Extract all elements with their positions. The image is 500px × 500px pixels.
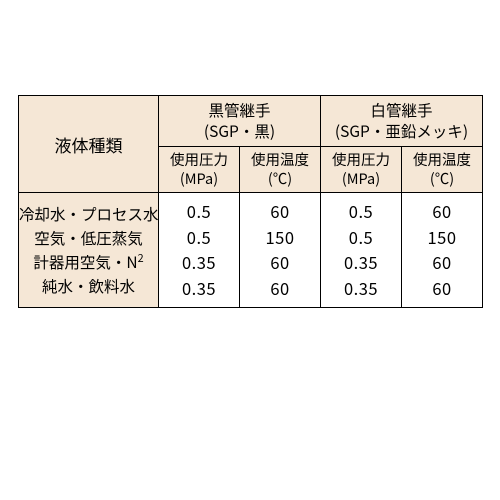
black-pressure-cell: 0.50.50.350.35	[159, 193, 240, 308]
black-pressure-header: 使用圧力(MPa)	[159, 147, 240, 193]
spec-table: 液体種類黒管継手(SGP・黒)白管継手(SGP・亜鉛メッキ)使用圧力(MPa)使…	[18, 95, 483, 308]
black-fitting-header: 黒管継手(SGP・黒)	[159, 96, 321, 147]
data-row: 冷却水・プロセス水空気・低圧蒸気計器用空気・N2純水・飲料水0.50.50.35…	[19, 193, 483, 308]
fluid-names-cell: 冷却水・プロセス水空気・低圧蒸気計器用空気・N2純水・飲料水	[19, 193, 159, 308]
white-temp-r0: 60	[402, 199, 482, 225]
white-temp-header: 使用温度(℃)	[402, 147, 483, 193]
black-temp-r2: 60	[240, 250, 320, 276]
fluid-type-header: 液体種類	[19, 96, 159, 193]
white-temp-r1: 150	[402, 225, 482, 251]
white-pressure-r3: 0.35	[321, 276, 401, 302]
fluid-row2: 計器用空気・N2	[19, 250, 158, 274]
white-pressure-cell: 0.50.50.350.35	[321, 193, 402, 308]
white-pressure-r1: 0.5	[321, 225, 401, 251]
black-pressure-r3: 0.35	[159, 276, 239, 302]
black-temp-cell: 601506060	[240, 193, 321, 308]
white-pressure-header: 使用圧力(MPa)	[321, 147, 402, 193]
white-fitting-header: 白管継手(SGP・亜鉛メッキ)	[321, 96, 483, 147]
white-temp-r2: 60	[402, 250, 482, 276]
fluid-row1: 空気・低圧蒸気	[19, 226, 158, 250]
black-pressure-r0: 0.5	[159, 199, 239, 225]
white-pressure-r0: 0.5	[321, 199, 401, 225]
black-temp-r1: 150	[240, 225, 320, 251]
fluid-row3: 純水・飲料水	[19, 274, 158, 298]
black-temp-r3: 60	[240, 276, 320, 302]
superscript-2: 2	[138, 250, 144, 266]
white-temp-r3: 60	[402, 276, 482, 302]
black-pressure-r1: 0.5	[159, 225, 239, 251]
white-temp-cell: 601506060	[402, 193, 483, 308]
header-row-groups: 液体種類黒管継手(SGP・黒)白管継手(SGP・亜鉛メッキ)	[19, 96, 483, 147]
black-pressure-r2: 0.35	[159, 250, 239, 276]
fluid-row0: 冷却水・プロセス水	[19, 202, 158, 226]
black-temp-r0: 60	[240, 199, 320, 225]
black-temp-header: 使用温度(℃)	[240, 147, 321, 193]
white-pressure-r2: 0.35	[321, 250, 401, 276]
